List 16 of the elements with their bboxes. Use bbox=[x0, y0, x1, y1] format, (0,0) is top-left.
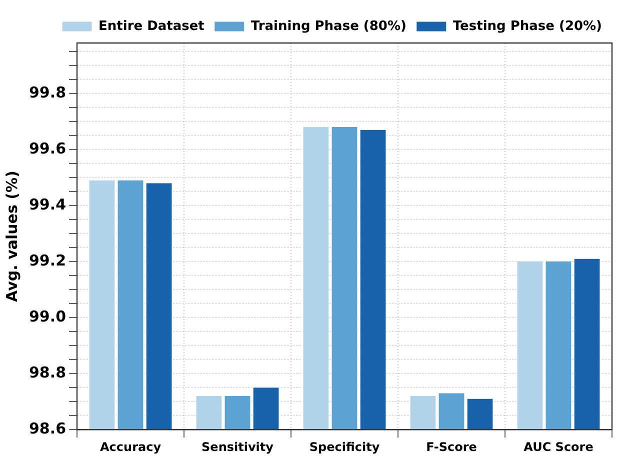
y-tick-label: 99.4 bbox=[28, 195, 66, 214]
y-tick-label: 99.0 bbox=[28, 307, 66, 326]
x-tick-label: AUC Score bbox=[524, 440, 594, 454]
y-tick-label: 99.2 bbox=[28, 251, 66, 270]
x-tick-label: Accuracy bbox=[100, 440, 162, 454]
legend-label: Entire Dataset bbox=[98, 18, 204, 34]
y-tick-label: 99.8 bbox=[28, 83, 66, 102]
legend-label: Testing Phase (20%) bbox=[452, 18, 602, 34]
y-tick-label: 99.6 bbox=[28, 139, 66, 158]
legend-label: Training Phase (80%) bbox=[250, 18, 406, 34]
x-tick-label: Specificity bbox=[309, 440, 380, 454]
y-axis-title: Avg. values (%) bbox=[2, 170, 21, 302]
x-tick-label: Sensitivity bbox=[202, 440, 274, 454]
y-tick-label: 98.6 bbox=[28, 419, 66, 438]
y-tick-label: 98.8 bbox=[28, 363, 66, 382]
x-tick-label: F-Score bbox=[426, 440, 477, 454]
